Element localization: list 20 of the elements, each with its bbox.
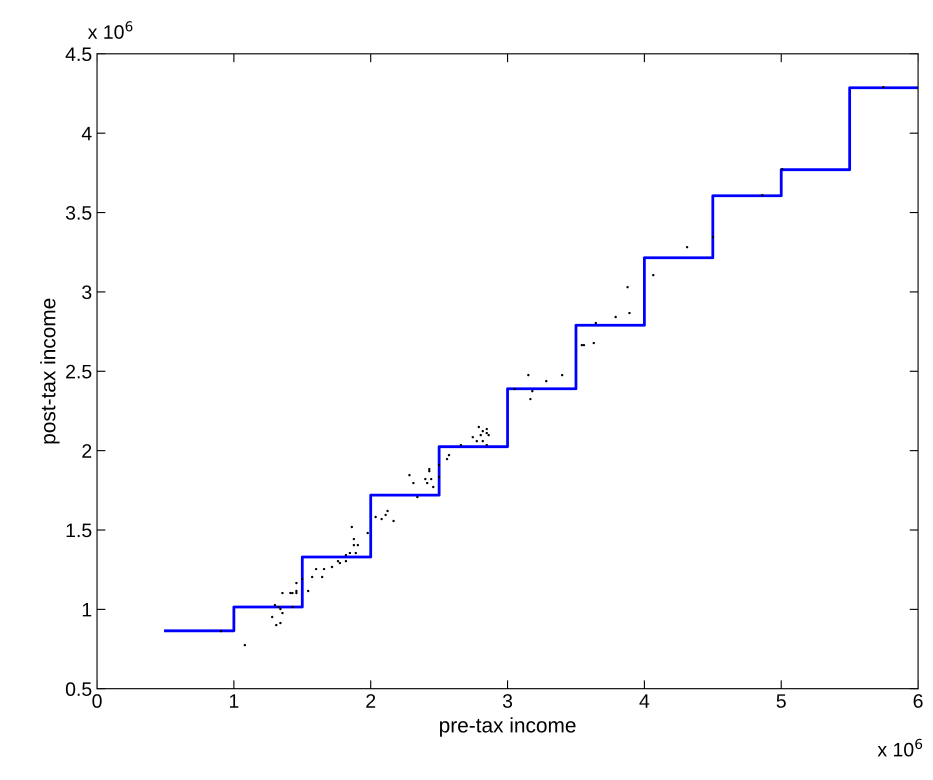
x-tick-label: 6 [914,694,923,708]
x-tick-label: 1 [230,694,238,708]
x-tick-label: 0 [92,694,102,708]
text: x 10$^{6}$ [88,21,132,39]
x-tick-label: 5 [776,694,786,708]
y-tick-label: 1.5 [66,524,92,538]
y-tick-label: 1 [82,603,92,616]
y-axis-title: post-tax income [40,298,60,444]
y-tick-label: 4.5 [66,47,92,62]
x-axis-title: pre-tax income [440,717,576,737]
y-tick-label: 4 [82,126,92,140]
y-tick-label: 3.5 [66,206,92,220]
x-tick-label: 2 [366,694,376,708]
x-tick-label: 4 [639,694,650,708]
x-tick-label: 3 [502,694,512,708]
y-tick-label: 2 [82,444,92,458]
y-tick-label: 2.5 [66,364,92,379]
y-tick-label: 3 [82,285,92,300]
y-tick-label: 0.5 [66,682,92,696]
text: x 10$^{6}$ [878,738,922,757]
